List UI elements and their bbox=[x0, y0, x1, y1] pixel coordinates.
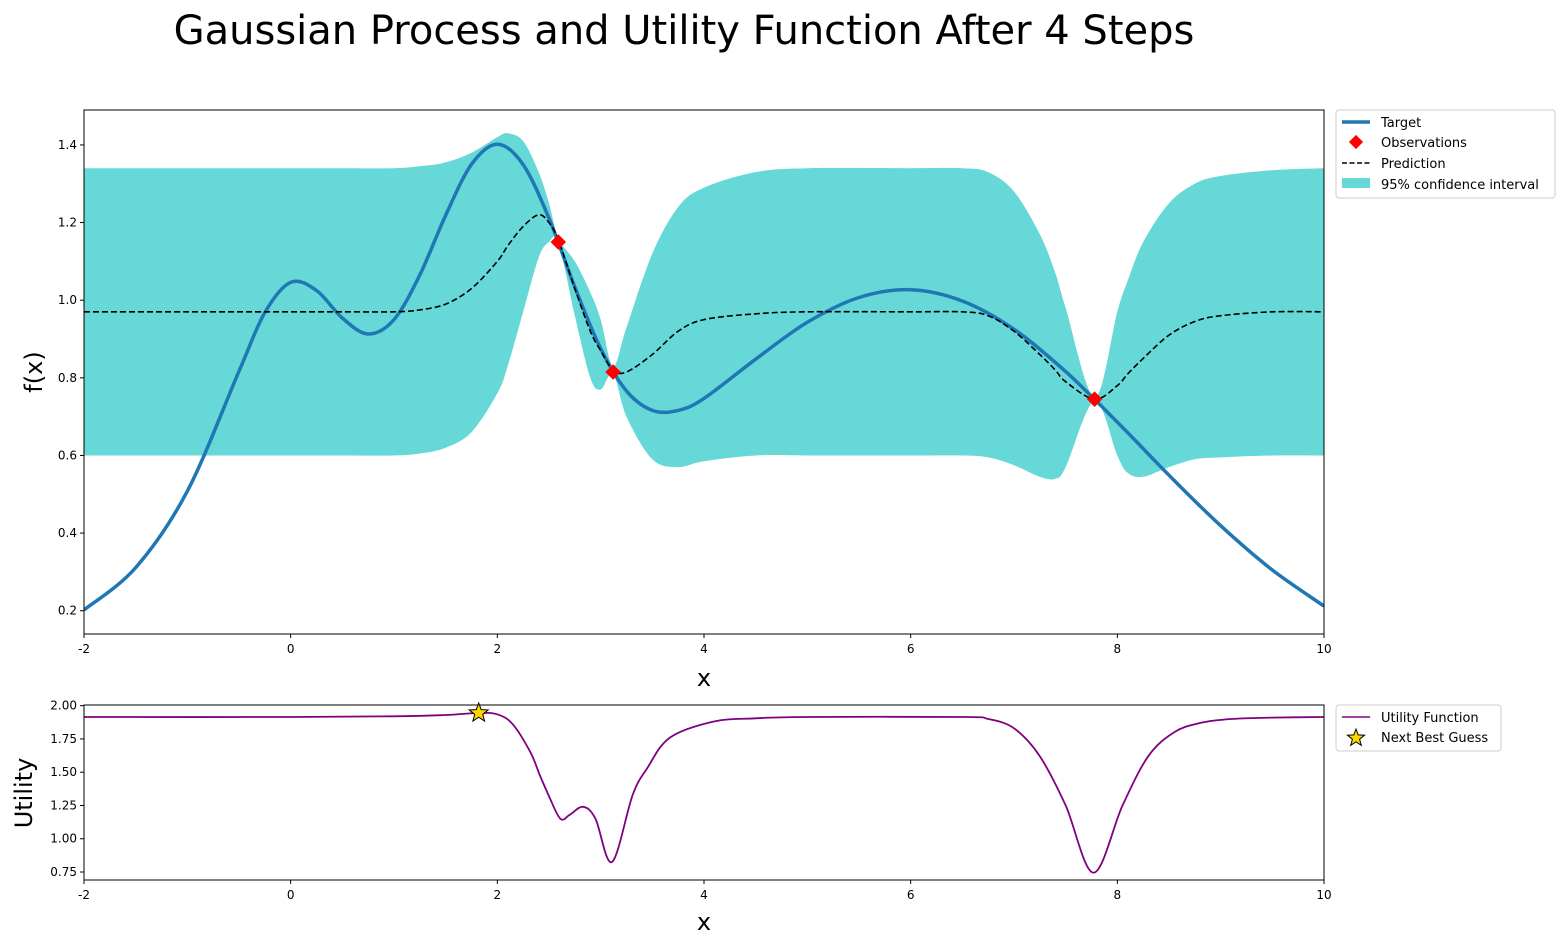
gp-y-label: f(x) bbox=[20, 351, 48, 392]
y-tick-label: 0.2 bbox=[58, 604, 77, 618]
axes-frame bbox=[83, 704, 1325, 881]
y-tick-label: 2.00 bbox=[50, 699, 77, 713]
x-tick-label: 10 bbox=[1316, 642, 1331, 656]
observation-point bbox=[1086, 391, 1103, 407]
axes-frame bbox=[83, 109, 1325, 635]
x-tick-label: 8 bbox=[1114, 642, 1122, 656]
utility-line bbox=[84, 711, 1324, 874]
x-tick-label: 8 bbox=[1114, 888, 1122, 902]
utility-x-label: x bbox=[697, 908, 711, 936]
x-tick-label: 6 bbox=[907, 642, 915, 656]
observation-point bbox=[550, 234, 567, 250]
utility-axes: -2 0 2 4 6 8 10 0.75 1.00 1.25 1.50 1.75 2.00 bbox=[50, 699, 1331, 902]
utility-legend: Utility Function Next Best Guess bbox=[1335, 704, 1502, 752]
gp-axes: -2 0 2 4 6 8 10 0.2 0.4 0.6 0.8 1.0 1.2 1.4 bbox=[58, 109, 1332, 656]
y-tick-label: 1.00 bbox=[50, 832, 77, 846]
target-line bbox=[84, 142, 1324, 612]
x-tick-label: 0 bbox=[287, 642, 295, 656]
y-tick-label: 0.8 bbox=[58, 371, 77, 385]
y-tick-label: 1.50 bbox=[50, 765, 77, 779]
plot-area bbox=[84, 133, 1324, 612]
y-tick-label: 1.75 bbox=[50, 732, 77, 746]
x-tick-label: 0 bbox=[287, 888, 295, 902]
y-tick-label: 1.4 bbox=[58, 138, 77, 152]
x-tick-label: 4 bbox=[700, 888, 708, 902]
legend-prediction: Prediction bbox=[1381, 157, 1446, 172]
gp-legend: Target Observations Prediction 95% confi… bbox=[1335, 109, 1556, 199]
x-tick-label: 4 bbox=[700, 642, 708, 656]
legend-next-guess: Next Best Guess bbox=[1381, 731, 1488, 746]
y-tick-label: 0.4 bbox=[58, 526, 77, 540]
y-tick-label: 1.2 bbox=[58, 216, 77, 230]
y-tick-label: 0.75 bbox=[50, 865, 77, 879]
legend-observations: Observations bbox=[1381, 136, 1467, 151]
x-tick-label: -2 bbox=[78, 642, 90, 656]
confidence-interval-band bbox=[84, 133, 1324, 480]
x-tick-label: 2 bbox=[494, 888, 502, 902]
legend-observations-swatch bbox=[1348, 134, 1364, 150]
legend-ci: 95% confidence interval bbox=[1381, 178, 1539, 193]
y-tick-label: 0.6 bbox=[58, 448, 77, 462]
next-best-guess-star bbox=[467, 701, 490, 723]
legend-target: Target bbox=[1380, 116, 1421, 131]
legend-utility: Utility Function bbox=[1381, 711, 1479, 726]
y-tick-label: 1.25 bbox=[50, 798, 77, 812]
x-tick-label: 2 bbox=[494, 642, 502, 656]
utility-y-label: Utility bbox=[10, 758, 38, 829]
figure-title: Gaussian Process and Utility Function Af… bbox=[174, 8, 1195, 54]
x-tick-label: -2 bbox=[78, 888, 90, 902]
prediction-line bbox=[84, 213, 1324, 400]
gp-x-label: x bbox=[697, 664, 711, 692]
plot-area bbox=[84, 711, 1324, 874]
legend-star-swatch bbox=[1346, 727, 1366, 747]
y-tick-label: 1.0 bbox=[58, 293, 77, 307]
legend-ci-swatch bbox=[1342, 178, 1370, 188]
x-tick-label: 10 bbox=[1316, 888, 1331, 902]
x-tick-label: 6 bbox=[907, 888, 915, 902]
